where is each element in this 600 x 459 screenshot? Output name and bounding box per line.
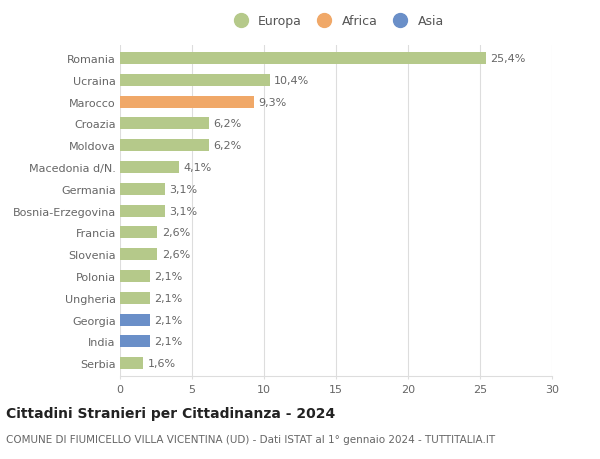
Text: 2,6%: 2,6%	[162, 250, 190, 260]
Text: 2,1%: 2,1%	[155, 315, 183, 325]
Bar	[120, 314, 150, 326]
Text: 10,4%: 10,4%	[274, 76, 310, 86]
Text: 3,1%: 3,1%	[169, 185, 197, 195]
Bar	[120, 358, 143, 369]
Bar	[120, 270, 150, 282]
Bar	[120, 96, 254, 108]
Bar	[120, 205, 164, 217]
Text: 2,1%: 2,1%	[155, 336, 183, 347]
Bar	[120, 227, 157, 239]
Text: 1,6%: 1,6%	[148, 358, 175, 368]
Text: 6,2%: 6,2%	[214, 119, 242, 129]
Bar	[120, 249, 157, 261]
Text: 2,1%: 2,1%	[155, 293, 183, 303]
Text: 25,4%: 25,4%	[490, 54, 526, 64]
Bar	[120, 75, 270, 87]
Bar	[120, 140, 209, 152]
Bar	[120, 53, 486, 65]
Text: COMUNE DI FIUMICELLO VILLA VICENTINA (UD) - Dati ISTAT al 1° gennaio 2024 - TUTT: COMUNE DI FIUMICELLO VILLA VICENTINA (UD…	[6, 434, 495, 444]
Text: 4,1%: 4,1%	[184, 162, 212, 173]
Text: Cittadini Stranieri per Cittadinanza - 2024: Cittadini Stranieri per Cittadinanza - 2…	[6, 406, 335, 420]
Bar	[120, 118, 209, 130]
Bar	[120, 184, 164, 196]
Bar	[120, 336, 150, 347]
Text: 2,1%: 2,1%	[155, 271, 183, 281]
Text: 3,1%: 3,1%	[169, 206, 197, 216]
Text: 2,6%: 2,6%	[162, 228, 190, 238]
Bar	[120, 292, 150, 304]
Legend: Europa, Africa, Asia: Europa, Africa, Asia	[223, 10, 449, 33]
Text: 9,3%: 9,3%	[258, 97, 286, 107]
Bar	[120, 162, 179, 174]
Text: 6,2%: 6,2%	[214, 141, 242, 151]
